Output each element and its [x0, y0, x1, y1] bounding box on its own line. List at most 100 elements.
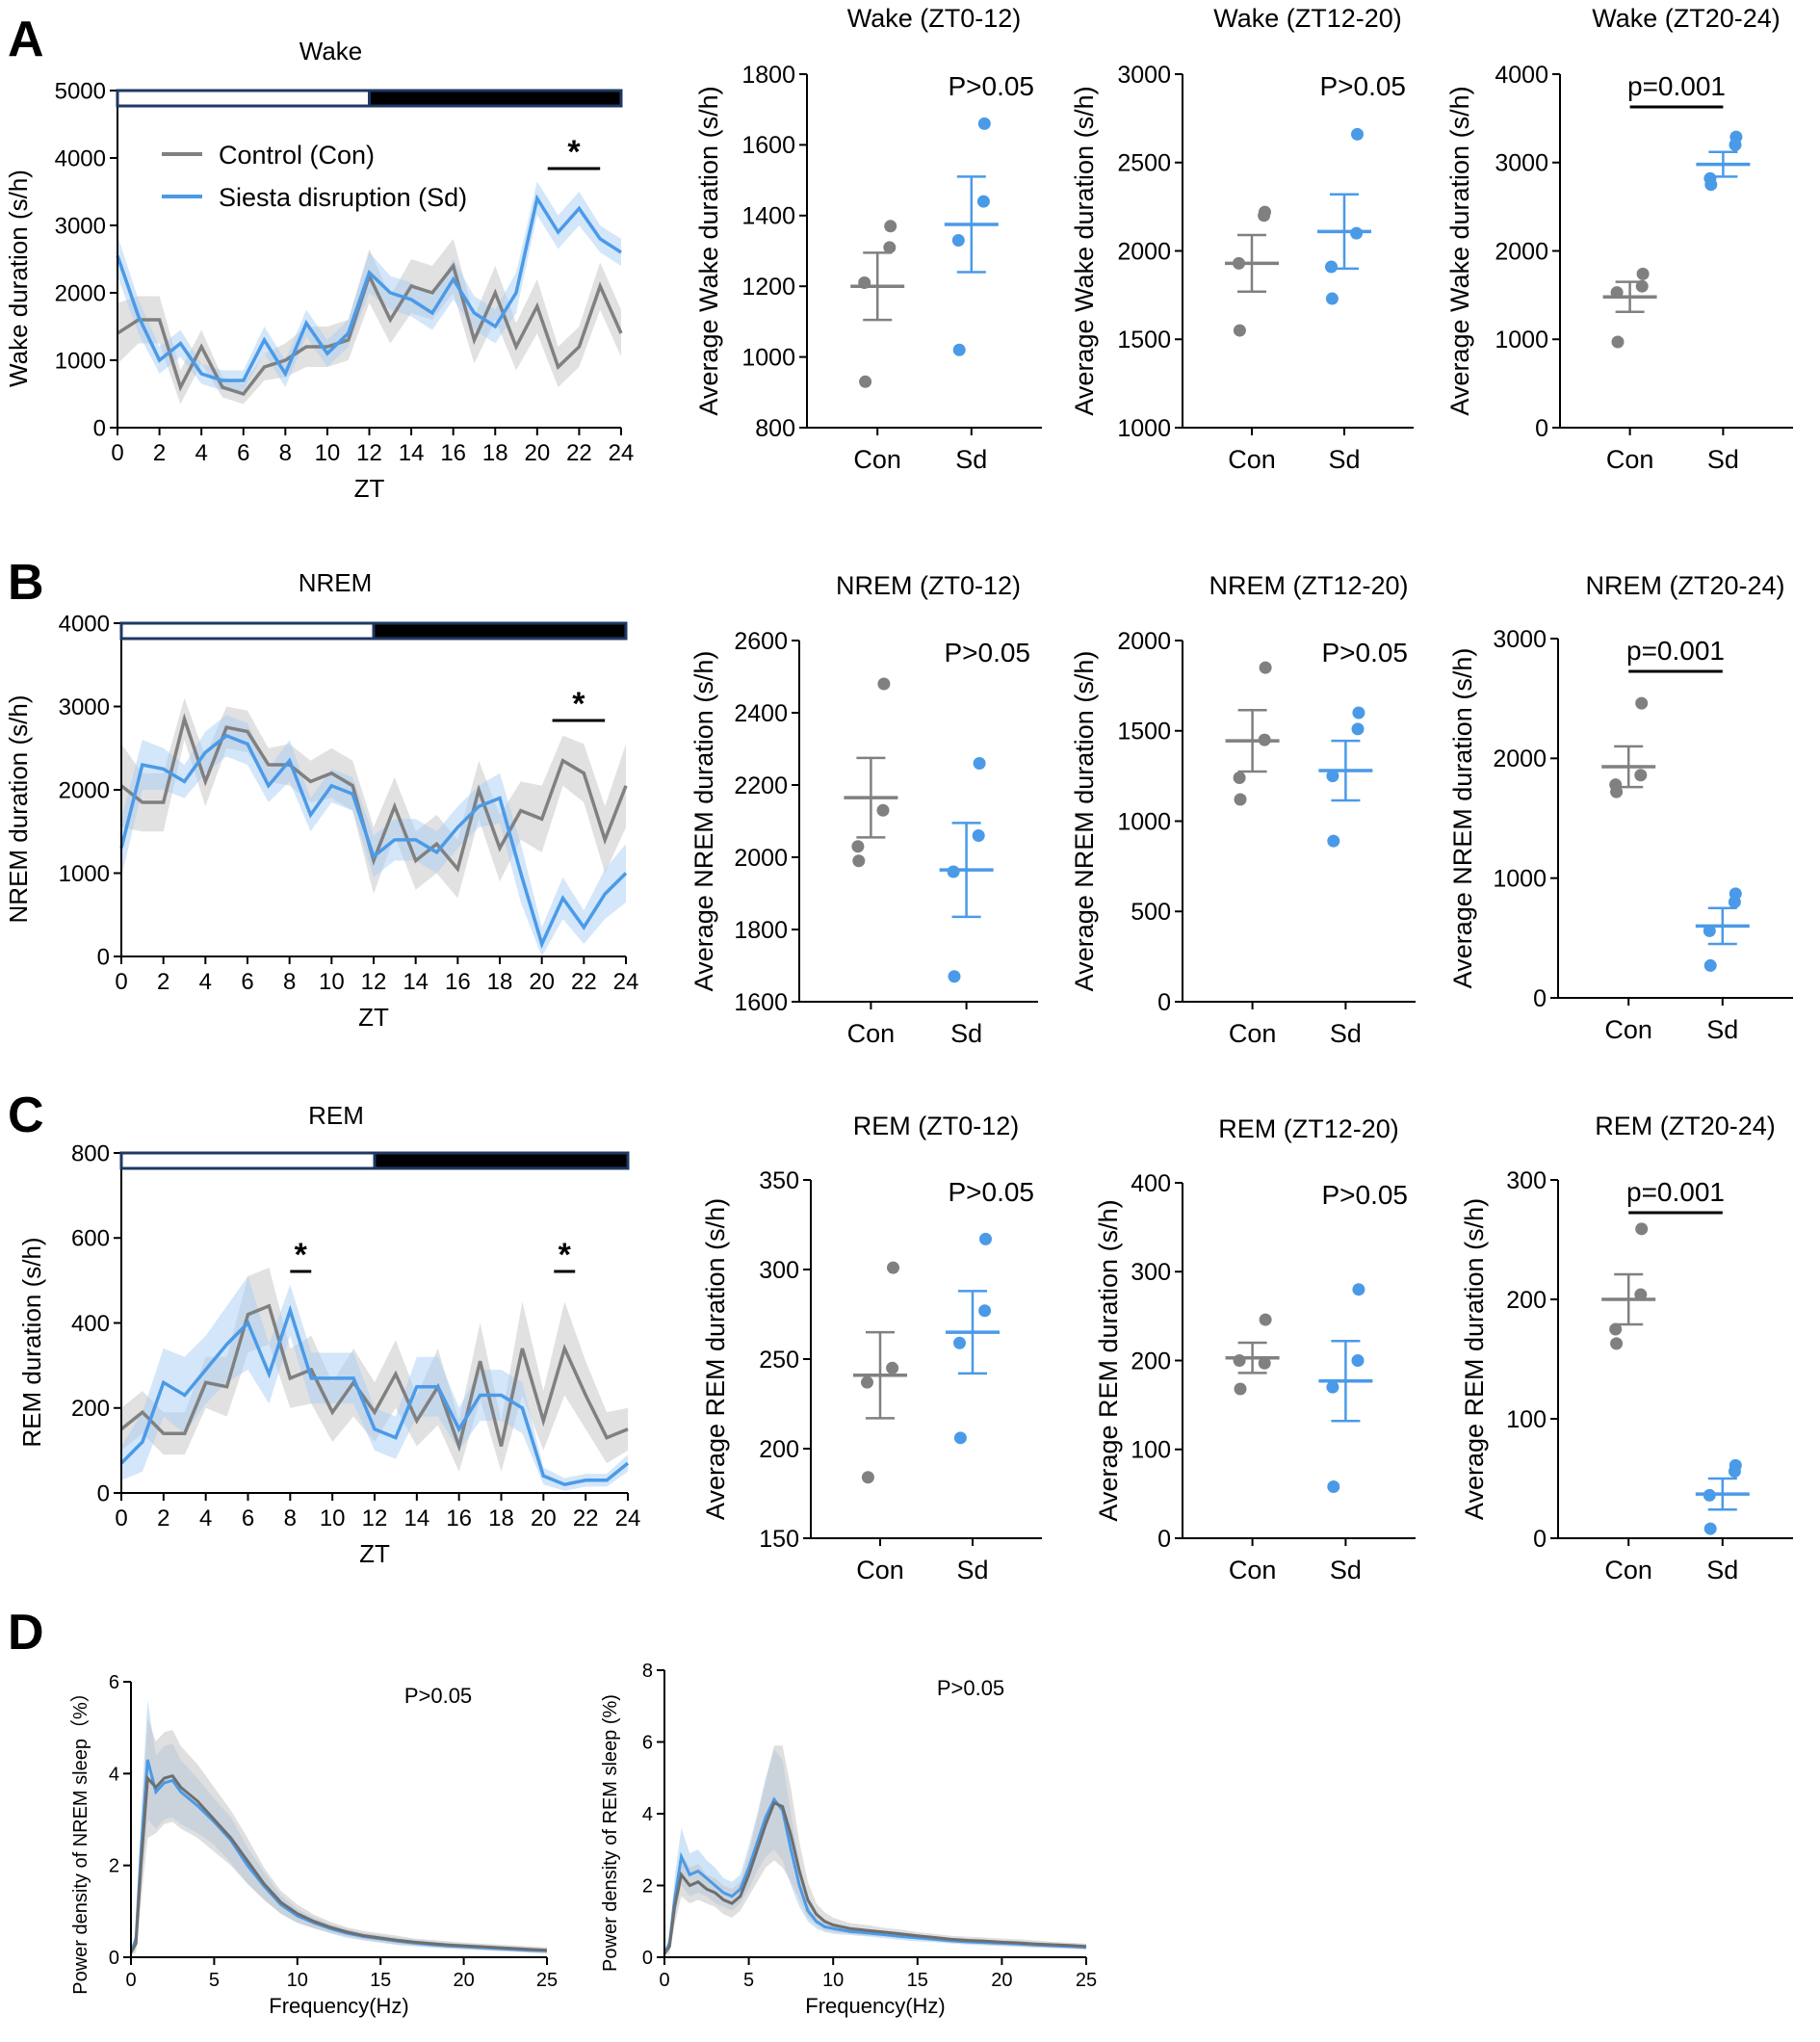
x-tick-label: 20	[524, 440, 550, 466]
data-point-con	[1234, 793, 1247, 806]
y-tick-label: 1500	[1117, 719, 1171, 746]
data-point-con	[1259, 1313, 1272, 1326]
x-tick-label: 8	[284, 1505, 297, 1532]
x-tick-label: 18	[482, 440, 508, 466]
data-point-sd	[977, 117, 991, 130]
x-tick-label: 12	[361, 969, 387, 995]
data-point-sd	[973, 757, 986, 770]
y-tick-label: 2	[642, 1876, 653, 1898]
panel-letter-c: C	[8, 1087, 44, 1143]
x-tick-label: 22	[566, 440, 592, 466]
category-label-sd: Sd	[1330, 1019, 1362, 1048]
y-tick-label: 5000	[55, 78, 106, 104]
significance-star: *	[559, 1237, 572, 1273]
category-label-sd: Sd	[1328, 445, 1360, 474]
x-tick-label: 6	[242, 1505, 254, 1532]
x-tick-label: 2	[153, 440, 166, 466]
y-tick-label: 1000	[59, 861, 110, 887]
data-point-con	[851, 840, 865, 853]
data-point-sd	[1352, 1283, 1365, 1296]
y-tick-label: 0	[642, 1948, 653, 1969]
x-tick-label: 14	[403, 969, 429, 995]
y-tick-label: 6	[109, 1672, 119, 1693]
data-point-sd	[1729, 887, 1742, 901]
data-point-sd	[947, 865, 960, 878]
data-point-sd	[953, 1431, 967, 1445]
category-label-con: Con	[853, 445, 901, 474]
legend-label-sd: Siesta disruption (Sd)	[219, 183, 467, 212]
x-tick-label: 20	[531, 1505, 557, 1532]
category-label-con: Con	[1229, 1556, 1277, 1584]
y-tick-label: 100	[1131, 1437, 1171, 1464]
y-tick-label: 1400	[741, 203, 795, 230]
data-point-con	[861, 1471, 874, 1484]
y-tick-label: 2000	[1117, 238, 1171, 265]
y-axis-label: REM duration (s/h)	[17, 1237, 46, 1447]
data-point-sd	[1729, 1458, 1742, 1472]
data-point-con	[1258, 1356, 1271, 1370]
series-line-con	[119, 713, 628, 873]
sem-band-sd	[117, 181, 621, 391]
y-axis-label: Average NREM duration (s/h)	[1448, 648, 1477, 989]
category-label-con: Con	[1604, 1556, 1652, 1584]
y-tick-label: 1000	[1493, 865, 1547, 892]
data-point-con	[1233, 772, 1246, 784]
data-point-con	[1636, 267, 1650, 280]
x-axis-label: ZT	[354, 474, 385, 503]
chart-title: Wake	[299, 37, 363, 65]
category-label-sd: Sd	[955, 445, 987, 474]
x-tick-label: 4	[199, 969, 212, 995]
data-point-con	[861, 1375, 873, 1389]
y-tick-label: 0	[1535, 415, 1548, 442]
series-line-sd	[119, 733, 628, 949]
y-tick-label: 4	[642, 1804, 653, 1825]
data-point-sd	[976, 195, 990, 208]
y-tick-label: 1200	[741, 274, 795, 301]
data-point-con	[1634, 769, 1648, 782]
sem-band-con	[664, 1745, 1086, 1956]
y-tick-label: 100	[1506, 1406, 1547, 1433]
y-tick-label: 800	[755, 415, 795, 442]
data-point-sd	[972, 829, 985, 842]
data-point-con	[1233, 324, 1246, 337]
panel-letter-d: D	[8, 1605, 44, 1661]
data-point-sd	[978, 1304, 992, 1318]
y-tick-label: 200	[71, 1396, 110, 1422]
p-value-annotation: P>0.05	[944, 638, 1030, 668]
x-tick-label: 20	[991, 1970, 1012, 1991]
y-axis-label: Average NREM duration (s/h)	[689, 651, 718, 992]
x-tick-label: 6	[237, 440, 249, 466]
y-tick-label: 400	[71, 1311, 110, 1337]
x-tick-label: 0	[125, 1970, 136, 1991]
x-axis-label: Frequency(Hz)	[269, 1994, 408, 2018]
x-tick-label: 0	[115, 969, 127, 995]
y-tick-label: 2000	[55, 280, 106, 306]
y-tick-label: 1500	[1117, 327, 1171, 353]
data-point-sd	[951, 233, 965, 247]
dark-phase-bar	[372, 621, 628, 641]
data-point-con	[1233, 1354, 1246, 1367]
y-tick-label: 4000	[1495, 62, 1548, 89]
x-tick-label: 16	[440, 440, 466, 466]
data-point-con	[1259, 661, 1272, 674]
significance-star: *	[572, 686, 585, 722]
y-tick-label: 1800	[734, 917, 788, 944]
y-tick-label: 250	[759, 1347, 799, 1374]
y-axis-label: Power density of NREM sleep（%）	[69, 1683, 91, 1994]
category-label-sd: Sd	[1707, 445, 1739, 474]
x-tick-label: 10	[287, 1970, 308, 1991]
data-point-sd	[1729, 130, 1743, 144]
y-tick-label: 300	[1506, 1167, 1547, 1194]
y-tick-label: 0	[97, 944, 110, 970]
data-point-sd	[1326, 1380, 1339, 1394]
y-tick-label: 2600	[734, 628, 788, 655]
x-tick-label: 0	[115, 1505, 127, 1532]
data-point-sd	[1326, 770, 1339, 783]
data-point-sd	[1325, 292, 1339, 305]
data-point-con	[876, 803, 890, 817]
data-point-sd	[1327, 834, 1340, 848]
y-tick-label: 400	[1131, 1170, 1171, 1197]
chart-title: NREM (ZT0-12)	[836, 571, 1021, 600]
x-tick-label: 24	[613, 969, 639, 995]
